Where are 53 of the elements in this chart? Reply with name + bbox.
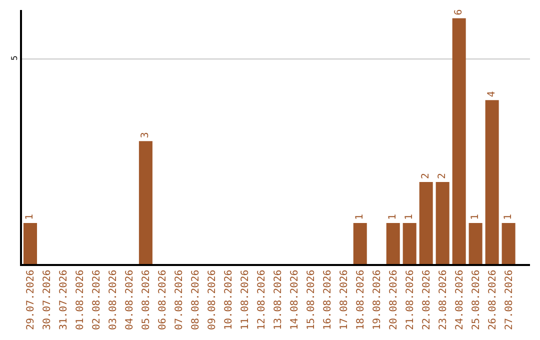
x-tick-label: 10.08.2026 bbox=[223, 270, 234, 330]
bar bbox=[23, 223, 38, 264]
bar bbox=[452, 18, 466, 264]
x-tick-label: 02.08.2026 bbox=[91, 270, 102, 330]
data-label: 1 bbox=[470, 214, 482, 220]
y-tick-label: 5 bbox=[10, 55, 20, 60]
x-tick-label: 27.08.2026 bbox=[504, 270, 515, 330]
x-tick-label: 16.08.2026 bbox=[322, 270, 334, 330]
data-label: 3 bbox=[140, 132, 152, 138]
x-tick-label: 19.08.2026 bbox=[372, 270, 383, 330]
data-label: 1 bbox=[404, 214, 416, 220]
data-label: 2 bbox=[437, 173, 448, 180]
x-tick-label: 08.08.2026 bbox=[190, 270, 202, 330]
x-tick-label: 01.08.2026 bbox=[74, 270, 86, 330]
x-tick-label: 29.07.2026 bbox=[26, 270, 36, 330]
bar bbox=[402, 223, 416, 264]
bar bbox=[353, 223, 367, 264]
x-tick-label: 05.08.2026 bbox=[140, 270, 152, 330]
x-tick-label: 06.08.2026 bbox=[157, 270, 168, 330]
x-tick-label: 31.07.2026 bbox=[58, 270, 70, 330]
bar bbox=[436, 182, 450, 264]
data-label: 6 bbox=[454, 9, 465, 16]
data-label: 1 bbox=[24, 214, 36, 220]
x-tick-label: 22.08.2026 bbox=[421, 270, 432, 330]
x-tick-label: 24.08.2026 bbox=[454, 270, 466, 330]
x-tick-label: 26.08.2026 bbox=[487, 270, 498, 330]
x-tick-label: 03.08.2026 bbox=[108, 270, 119, 330]
data-label: 1 bbox=[503, 214, 514, 220]
x-tick-label: 20.08.2026 bbox=[388, 270, 400, 330]
bar bbox=[502, 223, 516, 264]
x-tick-label: 30.07.2026 bbox=[42, 270, 53, 330]
x-tick-label: 04.08.2026 bbox=[124, 270, 136, 330]
x-tick-label: 07.08.2026 bbox=[174, 270, 185, 330]
x-tick-label: 18.08.2026 bbox=[355, 270, 366, 330]
bar bbox=[419, 182, 433, 264]
x-tick-label: 13.08.2026 bbox=[272, 270, 284, 330]
bar bbox=[386, 223, 400, 264]
x-tick-label: 23.08.2026 bbox=[438, 270, 449, 330]
bar bbox=[485, 100, 499, 264]
data-label: 1 bbox=[388, 214, 399, 220]
x-tick-label: 25.08.2026 bbox=[470, 270, 482, 330]
x-tick-label: 21.08.2026 bbox=[404, 270, 416, 330]
x-tick-label: 17.08.2026 bbox=[338, 270, 350, 330]
x-tick-label: 11.08.2026 bbox=[240, 270, 251, 330]
x-tick-label: 15.08.2026 bbox=[306, 270, 317, 330]
bar bbox=[138, 141, 152, 264]
data-label: 4 bbox=[486, 91, 498, 98]
x-tick-label: 09.08.2026 bbox=[206, 270, 218, 330]
data-label: 1 bbox=[354, 214, 366, 220]
bar bbox=[468, 223, 482, 264]
data-label: 2 bbox=[420, 173, 432, 180]
x-tick-label: 14.08.2026 bbox=[289, 270, 300, 330]
x-tick-label: 12.08.2026 bbox=[256, 270, 268, 330]
